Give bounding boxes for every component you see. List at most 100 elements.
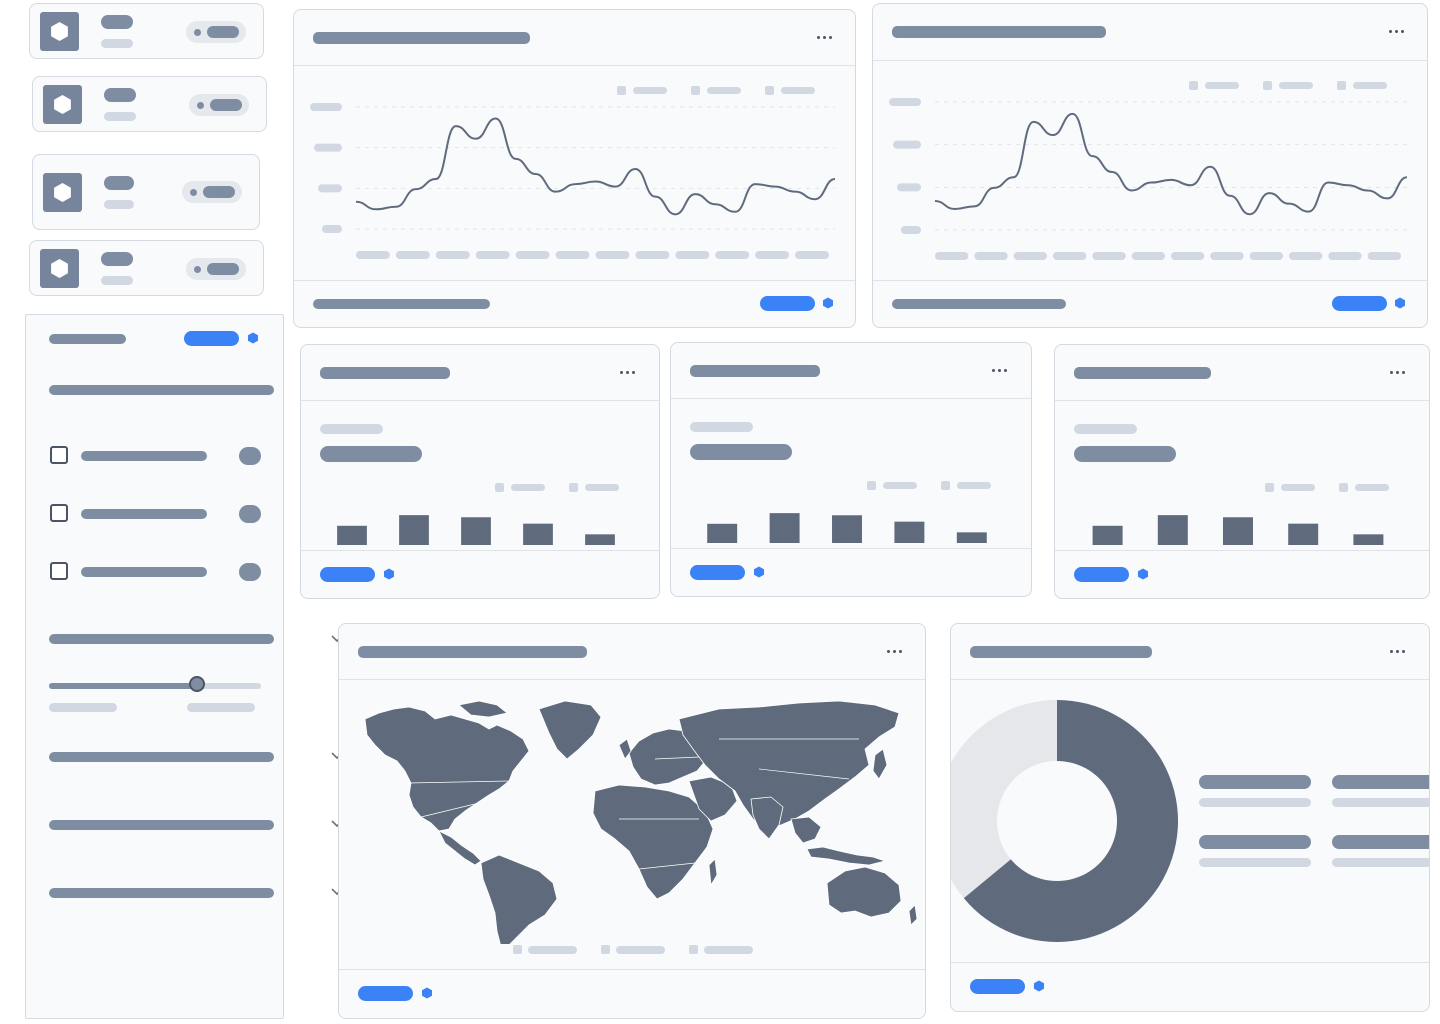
card-action-button[interactable]	[358, 986, 413, 1001]
bar-chart-card-2	[670, 342, 1032, 597]
stat-tile-3[interactable]	[32, 154, 260, 230]
filter-option-count	[239, 563, 261, 581]
stat-tile-1[interactable]	[29, 3, 264, 59]
card-title-placeholder	[1074, 367, 1211, 379]
legend-label	[707, 87, 741, 94]
x-tick-label	[555, 251, 590, 259]
y-tick-label	[893, 140, 921, 149]
card-action-button[interactable]	[1332, 296, 1387, 311]
more-horizontal-icon[interactable]	[1389, 368, 1409, 378]
bar	[523, 523, 553, 545]
stat-tile-2[interactable]	[32, 76, 267, 132]
card-title-placeholder	[970, 646, 1152, 658]
world-map-card	[338, 623, 926, 1019]
x-tick-label	[1013, 252, 1047, 260]
more-horizontal-icon[interactable]	[619, 368, 639, 378]
bar	[337, 525, 367, 545]
line-chart	[889, 81, 1408, 260]
region-middle-east	[688, 776, 738, 822]
filter-section-placeholder	[49, 385, 274, 395]
more-horizontal-icon[interactable]	[1389, 647, 1409, 657]
metric-value-placeholder	[1074, 446, 1176, 462]
legend-label	[1281, 484, 1315, 491]
y-tick-label	[322, 225, 342, 233]
x-tick-label	[1328, 252, 1362, 260]
tile-icon-box	[40, 249, 79, 288]
more-horizontal-icon[interactable]	[1388, 27, 1408, 37]
bar	[399, 515, 429, 545]
donut-chart-card	[950, 623, 1430, 1012]
bar	[707, 523, 738, 543]
region-south-america	[480, 854, 558, 944]
map-legend-swatch	[513, 945, 522, 954]
legend-label	[1205, 82, 1239, 89]
region-madagascar	[708, 858, 718, 886]
card-action-button[interactable]	[690, 565, 745, 580]
legend-swatch	[617, 86, 626, 95]
donut-legend-label	[1332, 835, 1429, 849]
filter-apply-button[interactable]	[184, 331, 239, 346]
card-action-button[interactable]	[970, 979, 1025, 994]
donut-chart	[951, 700, 1178, 942]
donut-legend-label	[1199, 835, 1311, 849]
bar	[894, 521, 925, 543]
card-title-placeholder	[313, 32, 530, 44]
bar	[956, 532, 987, 543]
legend-label	[1355, 484, 1389, 491]
x-tick-label	[715, 251, 750, 259]
hexagon-icon	[823, 297, 833, 309]
more-horizontal-icon[interactable]	[991, 366, 1011, 376]
region-southeast-asia	[790, 816, 822, 844]
slider-handle[interactable]	[189, 676, 206, 692]
legend-swatch	[1337, 81, 1346, 90]
card-title-placeholder	[358, 646, 587, 658]
hexagon-icon	[54, 95, 71, 114]
bar	[1092, 525, 1123, 545]
x-tick-label	[1367, 252, 1401, 260]
tile-icon-box	[43, 173, 82, 212]
x-tick-label	[1289, 252, 1323, 260]
stat-tile-4[interactable]	[29, 240, 264, 296]
bar	[1223, 517, 1253, 545]
legend-label	[957, 482, 991, 489]
tile-subtitle-placeholder	[104, 200, 134, 209]
filter-checkbox-1[interactable]	[50, 446, 68, 464]
legend-swatch	[1265, 483, 1274, 492]
card-action-button[interactable]	[1074, 567, 1129, 582]
series-line	[934, 112, 1408, 216]
x-tick-label	[1092, 252, 1126, 260]
card-title-placeholder	[320, 367, 450, 379]
tile-subtitle-placeholder	[101, 276, 133, 285]
card-action-button[interactable]	[760, 296, 815, 311]
x-tick-label	[1053, 252, 1087, 260]
filter-checkbox-3[interactable]	[50, 562, 68, 580]
tile-icon-box	[40, 12, 79, 51]
more-horizontal-icon[interactable]	[886, 647, 906, 657]
bar-chart-card-1	[300, 344, 660, 599]
card-action-button[interactable]	[320, 567, 375, 582]
tile-subtitle-placeholder	[104, 112, 136, 121]
metric-label-placeholder	[690, 422, 753, 432]
x-tick-label	[974, 252, 1008, 260]
x-tick-label	[795, 251, 829, 259]
line-chart-card-1	[293, 9, 856, 328]
legend-swatch	[1339, 483, 1348, 492]
y-tick-label	[318, 184, 342, 193]
legend-swatch	[691, 86, 700, 95]
x-tick-label	[1131, 252, 1165, 260]
bar	[1353, 534, 1384, 545]
range-slider[interactable]	[49, 675, 261, 699]
tile-badge	[186, 21, 246, 43]
hexagon-icon	[51, 259, 68, 278]
bar-chart	[707, 481, 991, 543]
legend-label	[511, 484, 545, 491]
donut-legend-value	[1332, 798, 1429, 807]
metric-value-placeholder	[320, 446, 422, 462]
region-japan	[872, 748, 888, 780]
map-legend-label	[528, 946, 577, 954]
series-line	[355, 117, 836, 216]
filter-checkbox-2[interactable]	[50, 504, 68, 522]
donut-slice	[963, 700, 1178, 942]
region-north-america	[364, 706, 530, 832]
more-horizontal-icon[interactable]	[816, 33, 836, 43]
